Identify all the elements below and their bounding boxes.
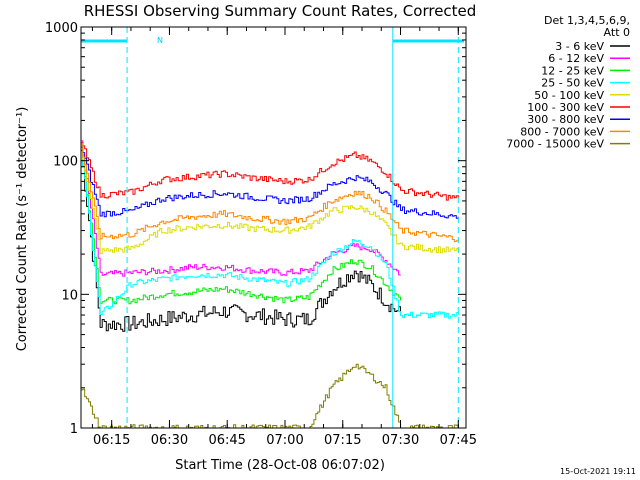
plot-area [80,27,464,429]
series-line-6 [80,146,459,219]
render-timestamp: 15-Oct-2021 19:11 [560,467,636,476]
series-line-7 [80,142,459,243]
series-line-4 [80,146,459,255]
legend-label-2: 12 - 25 keV [541,64,604,77]
y-tick-label: 1000 [45,21,78,36]
plot-frame [80,26,467,429]
x-tick-label: 07:15 [324,433,361,448]
series-line-5 [80,142,459,201]
legend-header-line1: Det 1,3,4,5,6,9, [544,14,630,27]
chart-title: RHESSI Observing Summary Count Rates, Co… [84,2,477,20]
legend-label-0: 3 - 6 keV [555,40,604,53]
legend-label-8: 7000 - 15000 keV [506,138,604,151]
legend-label-3: 25 - 50 keV [541,77,604,90]
legend-header-line2: Att 0 [604,26,630,39]
series-line-0 [80,149,401,332]
series-line-8 [80,363,459,429]
x-tick-label: 07:30 [382,433,419,448]
x-tick-label: 07:45 [440,433,477,448]
n-annotation: N [157,36,163,45]
legend-label-7: 800 - 7000 keV [520,125,604,138]
y-tick-label: 1 [70,422,78,437]
y-tick-label: 10 [61,288,78,303]
legend-label-1: 6 - 12 keV [548,52,604,65]
x-tick-label: 07:00 [266,433,303,448]
x-tick-label: 06:45 [208,433,245,448]
y-tick-label: 100 [53,155,78,170]
axes: 1 10 100 1000 06:15 06:30 06:45 07:00 07:15 07:30… [45,21,477,448]
legend-label-6: 300 - 800 keV [527,113,604,126]
x-axis-label: Start Time (28-Oct-08 06:07:02) [175,458,385,473]
series-line-2 [80,144,401,305]
legend-label-4: 50 - 100 keV [534,89,604,102]
series-line-1 [80,140,401,277]
y-axis-label: Corrected Count Rate (s⁻¹ detector⁻¹) [15,107,30,352]
x-tick-label: 06:30 [151,433,188,448]
series-line-3 [80,144,459,319]
legend-label-5: 100 - 300 keV [527,101,604,114]
x-tick-label: 06:15 [93,433,130,448]
